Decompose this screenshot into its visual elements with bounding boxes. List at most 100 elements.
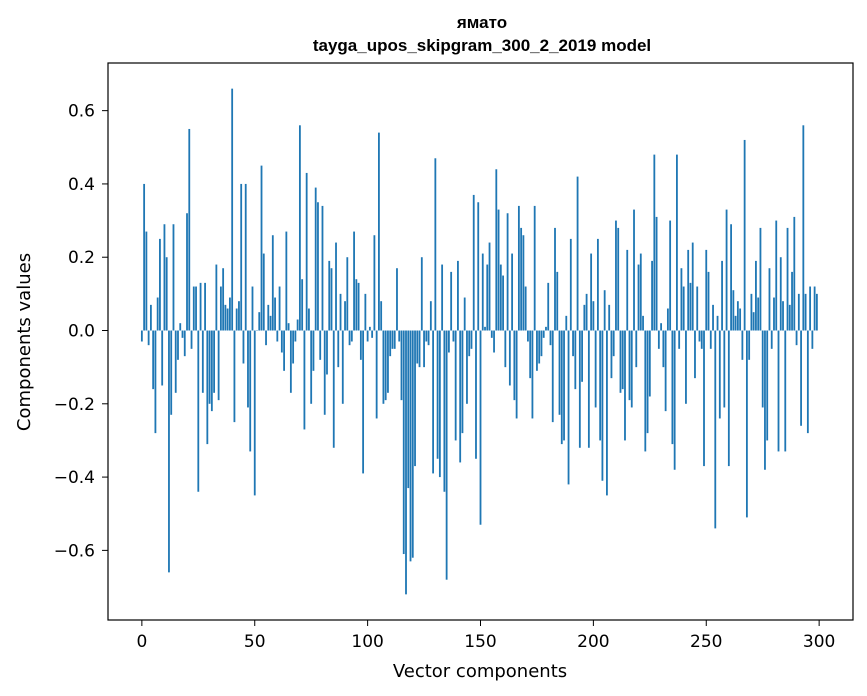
bar — [481, 253, 484, 331]
bar — [768, 268, 771, 331]
bar — [703, 330, 705, 467]
bar — [292, 330, 295, 364]
bar — [353, 231, 355, 331]
bar — [269, 315, 272, 331]
chart-subtitle: tayga_upos_skipgram_300_2_2019 model — [313, 36, 651, 55]
bar — [210, 330, 213, 412]
bar — [678, 330, 681, 349]
bar — [393, 330, 396, 349]
bar — [637, 264, 640, 331]
bar — [513, 330, 516, 401]
bar — [691, 242, 694, 331]
bar — [247, 330, 249, 408]
bar — [685, 330, 687, 404]
bar — [608, 304, 611, 331]
bar — [145, 231, 148, 331]
bar — [411, 330, 414, 558]
bar — [606, 330, 608, 496]
bar — [289, 330, 292, 393]
bar — [515, 330, 518, 419]
bar — [651, 260, 653, 331]
bar — [797, 293, 800, 331]
bar — [301, 279, 304, 331]
bar — [452, 330, 455, 342]
bar — [226, 308, 229, 331]
bar — [389, 330, 392, 357]
bar — [396, 268, 398, 331]
bar — [287, 323, 290, 331]
bar — [547, 282, 550, 331]
x-tick-label: 250 — [690, 632, 722, 652]
bar — [520, 227, 523, 331]
bar — [344, 301, 346, 331]
bar — [332, 330, 335, 448]
bar — [468, 330, 471, 357]
bar — [721, 260, 723, 331]
bar — [730, 224, 732, 331]
bar — [391, 330, 394, 349]
bar — [364, 293, 367, 331]
bar — [531, 330, 534, 419]
bar — [502, 275, 504, 331]
y-tick-label: 0.2 — [68, 248, 95, 268]
bar — [624, 330, 626, 441]
bar — [441, 264, 444, 331]
bar — [596, 238, 599, 331]
bar — [183, 330, 186, 357]
x-tick-label: 150 — [464, 632, 496, 652]
bar — [242, 330, 245, 364]
bar — [569, 238, 572, 331]
bar — [804, 293, 807, 331]
bar — [140, 330, 143, 342]
bar — [556, 271, 559, 331]
bar — [576, 176, 579, 331]
bar — [466, 330, 468, 404]
bar — [786, 227, 789, 331]
bar — [362, 330, 365, 474]
bar — [791, 271, 793, 331]
bar — [517, 205, 520, 331]
bar — [177, 330, 179, 360]
bar — [560, 330, 563, 445]
bar — [802, 125, 805, 331]
bar — [454, 330, 457, 441]
bar — [594, 330, 597, 408]
bar — [149, 304, 152, 331]
bar — [660, 323, 663, 331]
bar — [815, 293, 818, 331]
y-tick-label: 0.4 — [68, 175, 95, 195]
bar — [788, 304, 791, 331]
bar — [669, 220, 672, 331]
bar — [694, 330, 696, 379]
bar — [554, 227, 556, 331]
x-tick-label: 100 — [351, 632, 383, 652]
bar — [567, 330, 570, 485]
bar — [800, 330, 802, 426]
bar — [319, 330, 322, 360]
bar — [782, 301, 784, 331]
bar — [655, 216, 658, 331]
plot-frame — [107, 62, 854, 621]
bar — [795, 330, 798, 346]
bar — [317, 202, 319, 331]
bar — [371, 330, 374, 338]
bar — [217, 330, 220, 401]
bar — [574, 330, 577, 390]
bar — [249, 330, 252, 452]
bar — [278, 286, 281, 331]
bar — [739, 308, 742, 331]
bar — [312, 330, 315, 371]
bar — [662, 330, 665, 368]
bar — [508, 330, 511, 386]
bar — [231, 88, 234, 331]
bar — [163, 224, 166, 331]
bar — [759, 227, 762, 331]
bar — [416, 330, 419, 364]
bar — [475, 330, 477, 459]
bar — [572, 330, 574, 357]
bar — [418, 330, 421, 368]
bar — [764, 330, 766, 470]
bar — [732, 290, 735, 331]
bar — [635, 330, 638, 368]
